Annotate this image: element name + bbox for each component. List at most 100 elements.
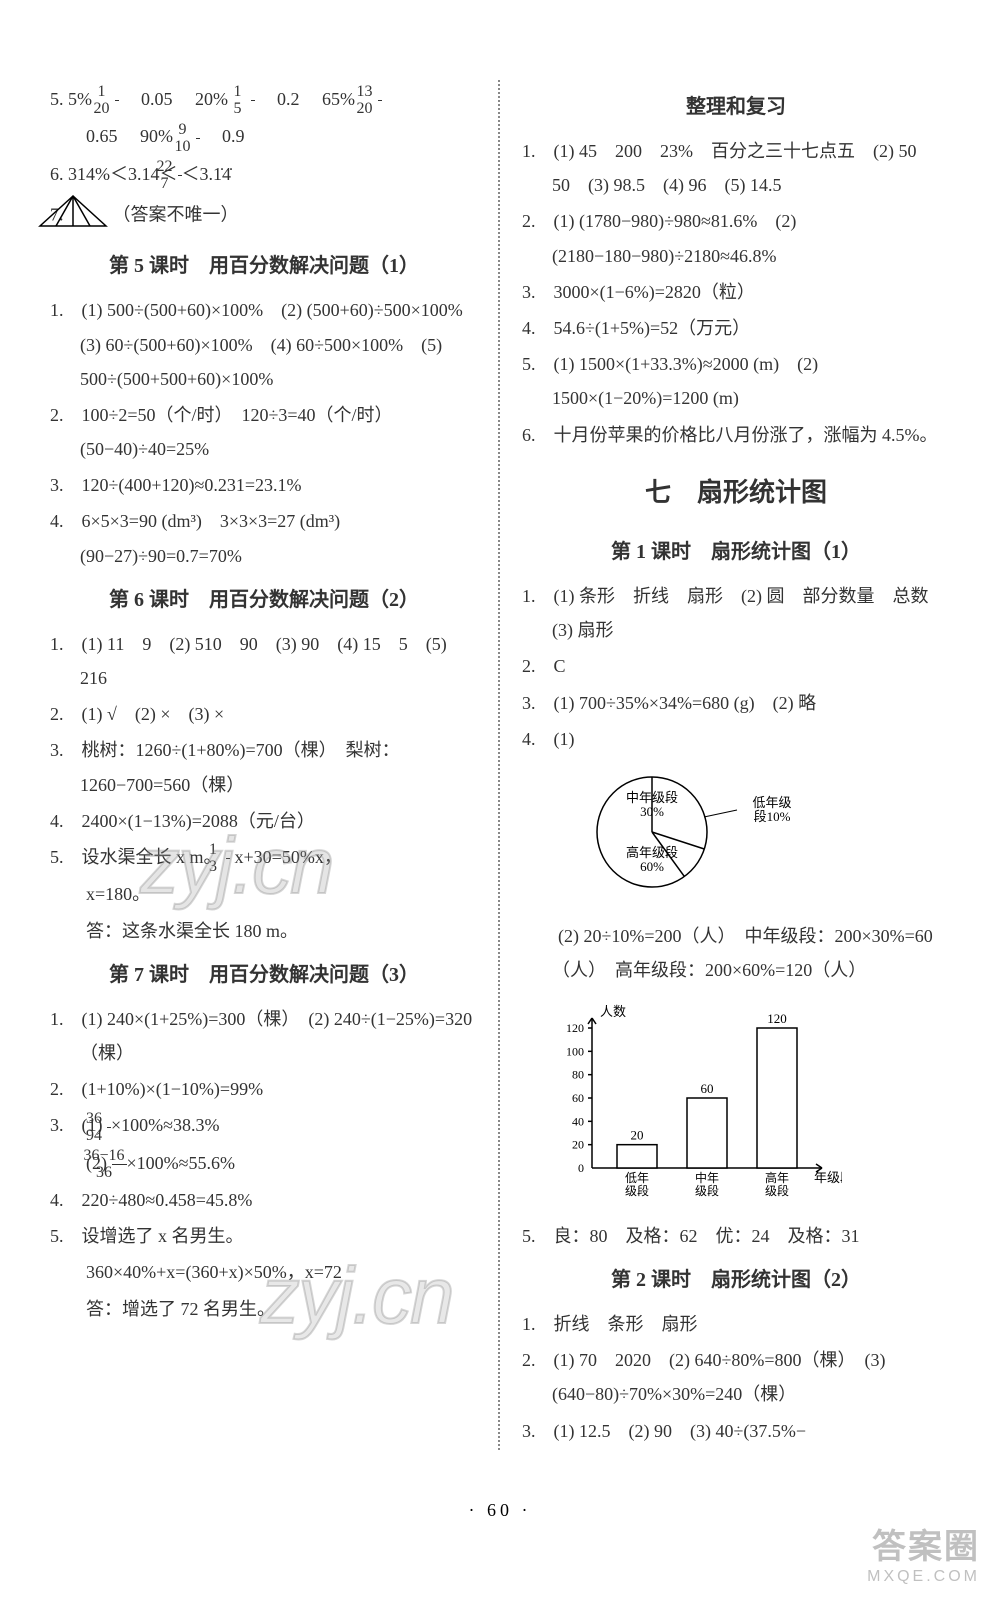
s7-3b-post: ×100%≈55.6% xyxy=(127,1153,236,1173)
s6-4: 4. 2400×(1−13%)=2088（元/台） xyxy=(50,804,478,838)
svg-text:0: 0 xyxy=(578,1161,584,1175)
s7-5b: 360×40%+x=(360+x)×50%，x=72 xyxy=(50,1255,478,1289)
s7-5c: 答：增选了 72 名男生。 xyxy=(50,1292,478,1326)
frac-1-5: 15 xyxy=(251,84,255,117)
svg-text:20: 20 xyxy=(572,1137,584,1151)
q5-v6: 90% xyxy=(140,126,173,146)
sec7-title: 第 7 课时 用百分数解决问题（3） xyxy=(50,956,478,994)
frac-9-10: 910 xyxy=(196,122,200,155)
svg-text:低年级: 低年级 xyxy=(752,795,791,810)
svg-text:中年: 中年 xyxy=(695,1170,719,1185)
svg-text:低年: 低年 xyxy=(625,1171,649,1185)
r3: 3. 3000×(1−6%)=2820（粒） xyxy=(522,275,950,309)
s6-5a: 5. 设水渠全长 x m。 13 x+30=50%x， xyxy=(50,840,478,875)
left-column: 5. 5% 120 0.05 20% 15 0.2 65% 1320 0.65 … xyxy=(50,80,478,1450)
column-divider xyxy=(498,80,502,1450)
q5-v7: 0.9 xyxy=(222,126,245,146)
svg-text:段10%: 段10% xyxy=(754,809,791,824)
q7: 7. （答案不唯一） xyxy=(50,194,478,239)
s5-2: 2. 100÷2=50（个/时） 120÷3=40（个/时） (50−40)÷4… xyxy=(50,398,478,466)
s5-1: 1. (1) 500÷(500+60)×100% (2) (500+60)÷50… xyxy=(50,293,478,396)
s7-4: 4. 220÷480≈0.458=45.8% xyxy=(50,1183,478,1217)
s5-4: 4. 6×5×3=90 (dm³) 3×3×3=27 (dm³) (90−27)… xyxy=(50,504,478,572)
c1-1: 1. (1) 条形 折线 扇形 (2) 圆 部分数量 总数 (3) 扇形 xyxy=(522,579,950,647)
q5-line1: 5. 5% 120 0.05 20% 15 0.2 65% 1320 xyxy=(50,82,478,117)
q5-v5: 65% xyxy=(322,89,355,109)
frac-3616-36: 36−1636 xyxy=(112,1148,127,1181)
c1-4a: 4. (1) xyxy=(522,722,950,756)
q5-v1: 5% xyxy=(68,89,92,109)
s6-5d: 答：这条水渠全长 180 m。 xyxy=(50,914,478,948)
r1: 1. (1) 45 200 23% 百分之三十七点五 (2) 50 50 (3)… xyxy=(522,134,950,202)
r6: 6. 十月份苹果的价格比八月份涨了，涨幅为 4.5%。 xyxy=(522,418,950,452)
frac-1-3: 13 xyxy=(226,842,230,875)
svg-text:年级段: 年级段 xyxy=(814,1170,842,1185)
c2-2: 2. (1) 70 2020 (2) 640÷80%=800（棵） (3) (6… xyxy=(522,1343,950,1411)
svg-text:40: 40 xyxy=(572,1114,584,1128)
svg-text:120: 120 xyxy=(767,1011,787,1026)
svg-text:30%: 30% xyxy=(640,804,664,819)
svg-text:级段: 级段 xyxy=(625,1183,649,1198)
sec6-title: 第 6 课时 用百分数解决问题（2） xyxy=(50,581,478,619)
bar-chart: 人数年级段20406080100120020低年级段60中年级段120高年级段 xyxy=(542,998,950,1209)
pie-chart: 中年级段30% 高年级段60% 低年级段10% xyxy=(562,762,950,913)
s6-5a-text: 5. 设水渠全长 x m。 xyxy=(50,847,222,867)
corner-line1: 答案圈 xyxy=(867,1519,980,1568)
frac-1-20: 120 xyxy=(115,84,119,117)
c1-2: 2. C xyxy=(522,649,950,683)
s7-3b: (2) 36−1636×100%≈55.6% xyxy=(50,1146,478,1181)
c1-4b: (2) 20÷10%=200（人） 中年级段：200×30%=60（人） 高年级… xyxy=(522,919,950,987)
frac-13-20: 1320 xyxy=(378,84,382,117)
page: 5. 5% 120 0.05 20% 15 0.2 65% 1320 0.65 … xyxy=(0,0,1000,1490)
c2-1: 1. 折线 条形 扇形 xyxy=(522,1307,950,1341)
s7-5a: 5. 设增选了 x 名男生。 xyxy=(50,1219,478,1253)
triangle-icon xyxy=(68,194,108,239)
q5-v3: 20% xyxy=(195,89,228,109)
s7-3a: 3. (1) 3694×100%≈38.3% xyxy=(50,1108,478,1143)
svg-text:高年: 高年 xyxy=(765,1170,789,1185)
s6-5c: x=180。 xyxy=(50,877,478,911)
s6-2: 2. (1) √ (2) × (3) × xyxy=(50,697,478,731)
svg-text:60%: 60% xyxy=(640,859,664,874)
c2-3: 3. (1) 12.5 (2) 90 (3) 40÷(37.5%− xyxy=(522,1414,950,1448)
svg-text:20: 20 xyxy=(630,1127,643,1142)
q5-v2: 0.05 xyxy=(141,89,173,109)
svg-text:60: 60 xyxy=(572,1091,584,1105)
q5-v4: 0.2 xyxy=(277,89,300,109)
corner-line2: MXQE.COM xyxy=(867,1568,980,1586)
svg-text:120: 120 xyxy=(566,1021,584,1035)
review-title: 整理和复习 xyxy=(522,88,950,126)
corner-logo: 答案圈 MXQE.COM xyxy=(867,1519,980,1586)
svg-text:中年级段: 中年级段 xyxy=(626,790,678,805)
q5-l2-v1: 0.65 xyxy=(86,126,118,146)
chapter7-title: 七 扇形统计图 xyxy=(522,468,950,517)
svg-text:级段: 级段 xyxy=(695,1183,719,1198)
s6-3: 3. 桃树：1260÷(1+80%)=700（棵） 梨树：1260−700=56… xyxy=(50,733,478,801)
r2: 2. (1) (1780−980)÷980≈81.6% (2) (2180−18… xyxy=(522,204,950,272)
s7-2: 2. (1+10%)×(1−10%)=99% xyxy=(50,1072,478,1106)
q5-prefix: 5. xyxy=(50,89,64,109)
svg-text:60: 60 xyxy=(700,1081,713,1096)
q5-line2: 0.65 90% 910 0.9 xyxy=(50,119,478,154)
s7-1: 1. (1) 240×(1+25%)=300（棵） (2) 240÷(1−25%… xyxy=(50,1002,478,1070)
c1-5: 5. 良：80 及格：62 优：24 及格：31 xyxy=(522,1219,950,1253)
right-column: 整理和复习 1. (1) 45 200 23% 百分之三十七点五 (2) 50 … xyxy=(522,80,950,1450)
s6-1: 1. (1) 11 9 (2) 510 90 (3) 90 (4) 15 5 (… xyxy=(50,627,478,695)
sec5-title: 第 5 课时 用百分数解决问题（1） xyxy=(50,247,478,285)
lesson1-title: 第 1 课时 扇形统计图（1） xyxy=(522,533,950,571)
svg-text:高年级段: 高年级段 xyxy=(626,845,678,860)
s6-5b-text: x+30=50%x， xyxy=(235,847,342,867)
r5: 5. (1) 1500×(1+33.3%)≈2000 (m) (2) 1500×… xyxy=(522,347,950,415)
q6-b: ＜3.1̇4̇ xyxy=(182,164,232,184)
s5-3: 3. 120÷(400+120)≈0.231=23.1% xyxy=(50,468,478,502)
svg-text:100: 100 xyxy=(566,1044,584,1058)
svg-text:80: 80 xyxy=(572,1067,584,1081)
s7-3a-post: ×100%≈38.3% xyxy=(111,1115,220,1135)
q6: 6. 314%＜3.14＜227＜3.1̇4̇ xyxy=(50,157,478,192)
page-number: · 60 · xyxy=(0,1500,1000,1521)
lesson2-title: 第 2 课时 扇形统计图（2） xyxy=(522,1261,950,1299)
c1-3: 3. (1) 700÷35%×34%=680 (g) (2) 略 xyxy=(522,686,950,720)
q7-note: （答案不唯一） xyxy=(113,205,239,225)
svg-text:人数: 人数 xyxy=(600,1004,626,1019)
r4: 4. 54.6÷(1+5%)=52（万元） xyxy=(522,311,950,345)
